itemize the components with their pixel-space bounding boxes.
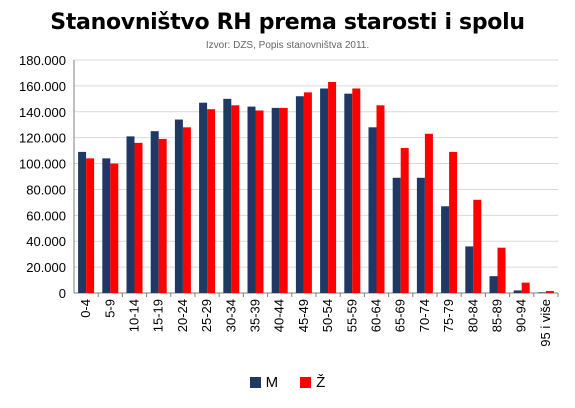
x-tick-label: 75-79	[441, 299, 456, 332]
y-tick-label: 60.000	[26, 208, 66, 223]
bar-z	[86, 158, 95, 293]
bar-z	[182, 127, 191, 293]
y-tick-label: 180.000	[19, 53, 66, 68]
bar-z	[279, 107, 288, 294]
chart-title: Stanovništvo RH prema starosti i spolu	[50, 10, 525, 35]
bar-m	[537, 292, 546, 293]
bar-m	[368, 127, 377, 293]
legend-label-z: Ž	[316, 374, 326, 391]
bar-z	[473, 199, 482, 293]
legend-item-m: M	[249, 374, 279, 391]
x-tick-label: 85-89	[490, 299, 505, 332]
y-tick-label: 0	[59, 286, 66, 301]
x-tick-label: 60-64	[369, 299, 384, 332]
legend-swatch-z	[300, 377, 312, 388]
x-tick-label: 50-54	[320, 299, 335, 332]
bar-z	[352, 88, 361, 293]
y-tick-label: 160.000	[19, 79, 66, 94]
x-tick-label: 55-59	[344, 299, 359, 332]
bar-m	[441, 206, 450, 293]
x-tick-label: 45-49	[296, 299, 311, 332]
bar-z	[376, 105, 385, 293]
bar-z	[400, 148, 409, 293]
bar-m	[416, 177, 425, 293]
bar-m	[344, 93, 353, 294]
bar-m	[465, 246, 474, 293]
bar-m	[489, 276, 498, 293]
y-tick-label: 80.000	[26, 182, 66, 197]
y-tick-label: 120.000	[19, 131, 66, 146]
bar-m	[126, 136, 135, 293]
x-tick-label: 15-19	[151, 299, 166, 332]
x-tick-label: 40-44	[272, 299, 287, 332]
bar-z	[110, 163, 119, 293]
y-tick-label: 40.000	[26, 234, 66, 249]
bar-m	[271, 107, 280, 294]
bar-z	[449, 151, 458, 293]
bar-m	[295, 96, 304, 293]
bar-m	[247, 106, 256, 293]
bar-m	[223, 98, 232, 293]
legend-swatch-m	[249, 377, 261, 388]
x-tick-label: 20-24	[175, 299, 190, 332]
y-tick-label: 20.000	[26, 260, 66, 275]
y-tick-label: 140.000	[19, 105, 66, 120]
bar-z	[303, 92, 312, 293]
bar-m	[392, 177, 401, 293]
bar-m	[174, 119, 183, 294]
bar-z	[521, 282, 530, 293]
bar-m	[513, 290, 522, 293]
bar-m	[150, 131, 159, 293]
bar-m	[102, 158, 111, 293]
legend-label-m: M	[265, 374, 279, 391]
x-tick-label: 0-4	[78, 299, 93, 318]
y-tick-label: 100.000	[19, 157, 66, 172]
x-tick-label: 65-69	[393, 299, 408, 332]
bar-z	[545, 291, 554, 293]
bar-z	[255, 110, 264, 293]
x-tick-label: 90-94	[514, 299, 529, 332]
x-tick-label: 70-74	[417, 299, 432, 332]
bar-z	[134, 142, 143, 293]
x-tick-label: 5-9	[102, 299, 117, 318]
bar-z	[424, 133, 433, 293]
bar-m	[78, 151, 87, 293]
bar-z	[207, 109, 216, 293]
bar-m	[199, 102, 208, 293]
x-tick-label: 80-84	[465, 299, 480, 332]
legend-item-z: Ž	[300, 374, 325, 391]
bar-z	[231, 105, 240, 293]
x-tick-label: 30-34	[223, 299, 238, 332]
x-tick-label: 95 i više	[538, 299, 553, 347]
bar-z	[328, 82, 337, 293]
x-tick-label: 25-29	[199, 299, 214, 332]
bar-m	[320, 88, 329, 293]
chart-subtitle: Izvor: DZS, Popis stanovništva 2011.	[205, 40, 370, 51]
legend: M Ž	[0, 374, 575, 391]
x-tick-label: 35-39	[248, 299, 263, 332]
bar-z	[158, 138, 167, 293]
x-tick-label: 10-14	[127, 299, 142, 332]
bar-z	[497, 247, 506, 293]
